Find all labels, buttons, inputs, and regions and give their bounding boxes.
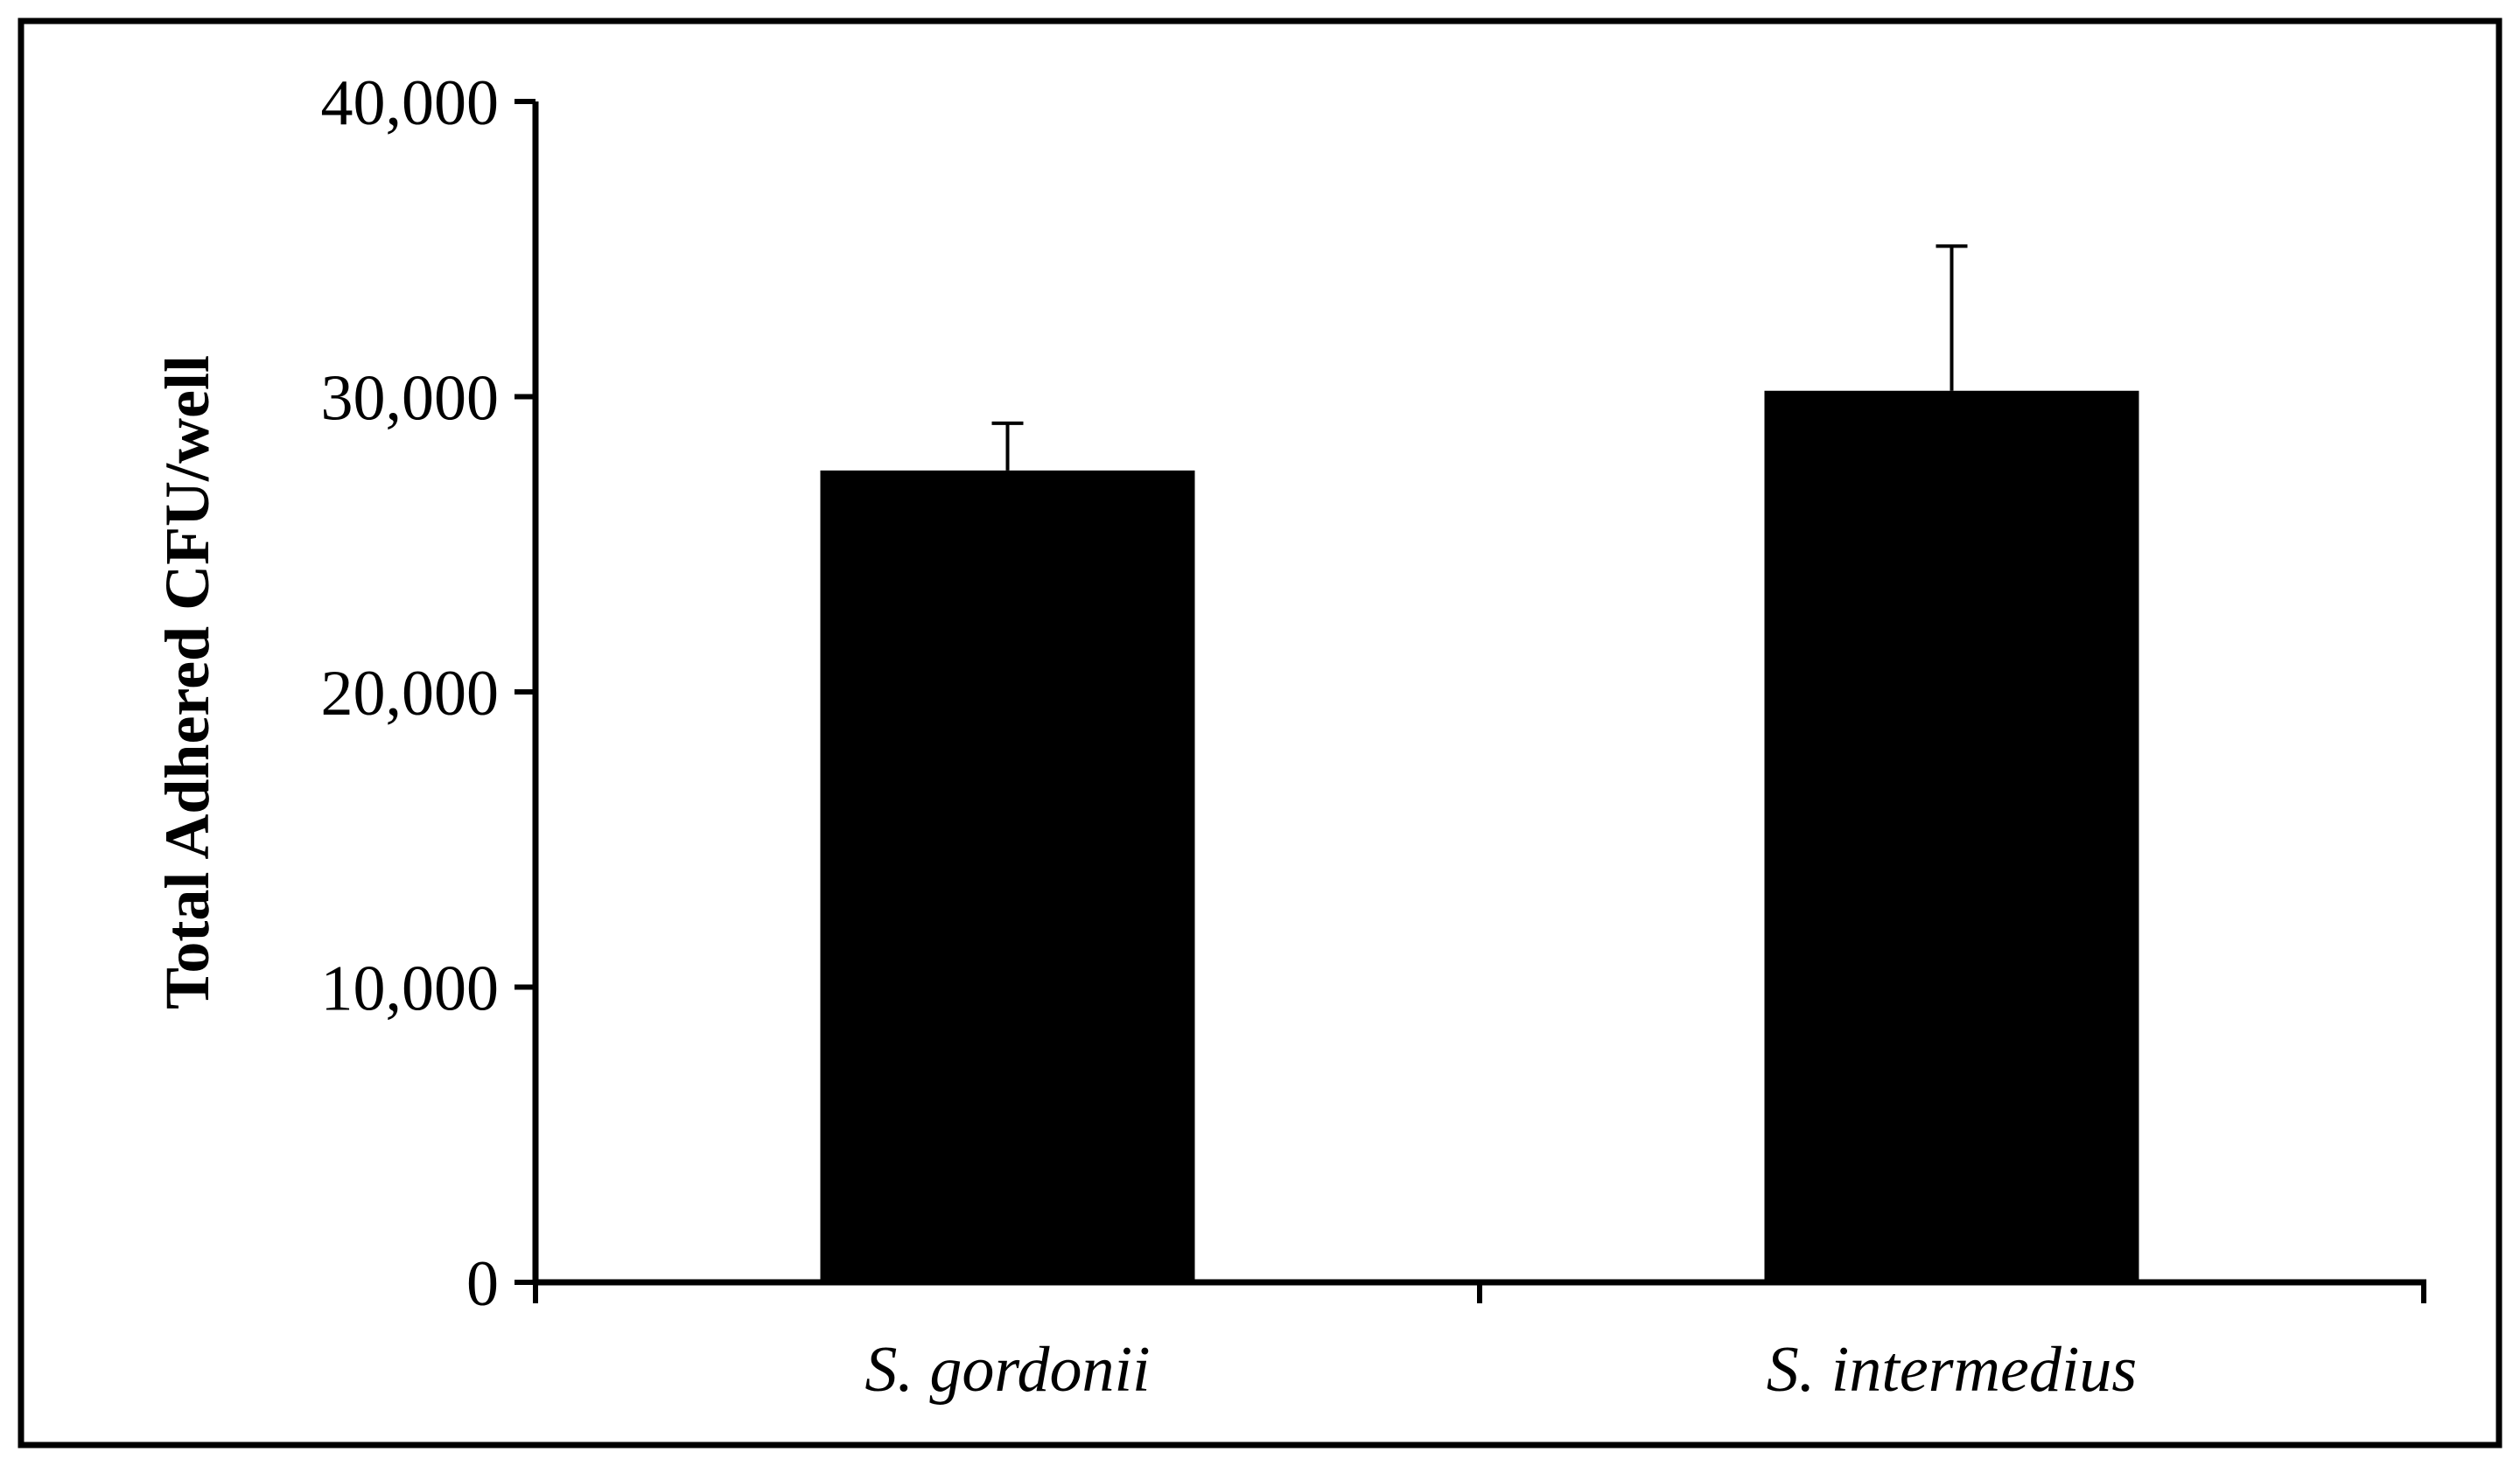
bar [820, 470, 1195, 1282]
x-tick-label: S. gordonii [864, 1334, 1150, 1406]
plot-area: 0 10,000 20,000 30,000 40,000 S. gordonii S. i… [321, 67, 2426, 1406]
y-tick-label: 40,000 [321, 67, 500, 139]
figure-frame [18, 17, 2502, 1449]
y-axis-label: Total Adhered CFU/well [152, 355, 222, 1009]
y-tick-label: 10,000 [321, 953, 500, 1025]
bar [1764, 390, 2139, 1282]
y-tick-label: 30,000 [321, 363, 500, 435]
y-tick-label: 20,000 [321, 658, 500, 730]
y-tick-label: 0 [466, 1248, 499, 1320]
x-tick-label: S. intermedius [1767, 1334, 2137, 1406]
